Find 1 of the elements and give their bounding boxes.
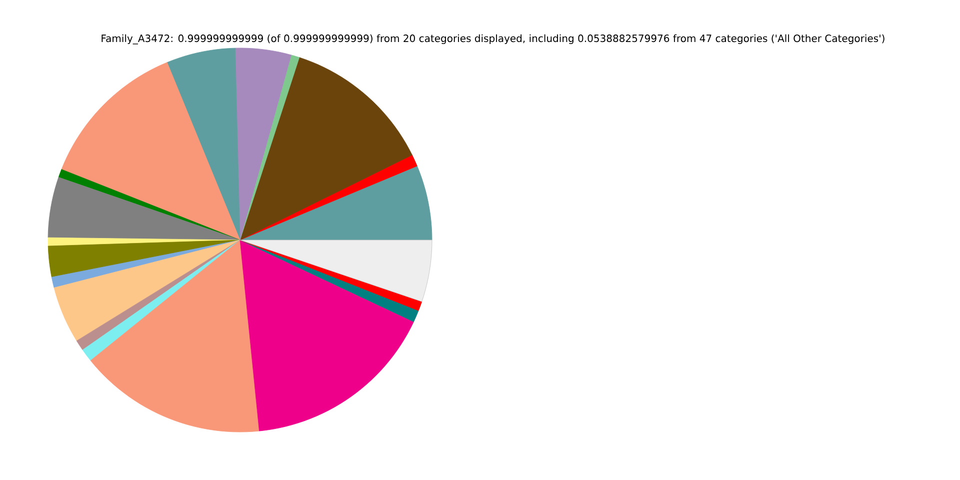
text: Family_A3472: 0.999999999999 (of 0.999999999999) from 20 categories displayed, including 0.0538882579976 from 47 categories ('All Other Categories'): [102, 34, 884, 44]
